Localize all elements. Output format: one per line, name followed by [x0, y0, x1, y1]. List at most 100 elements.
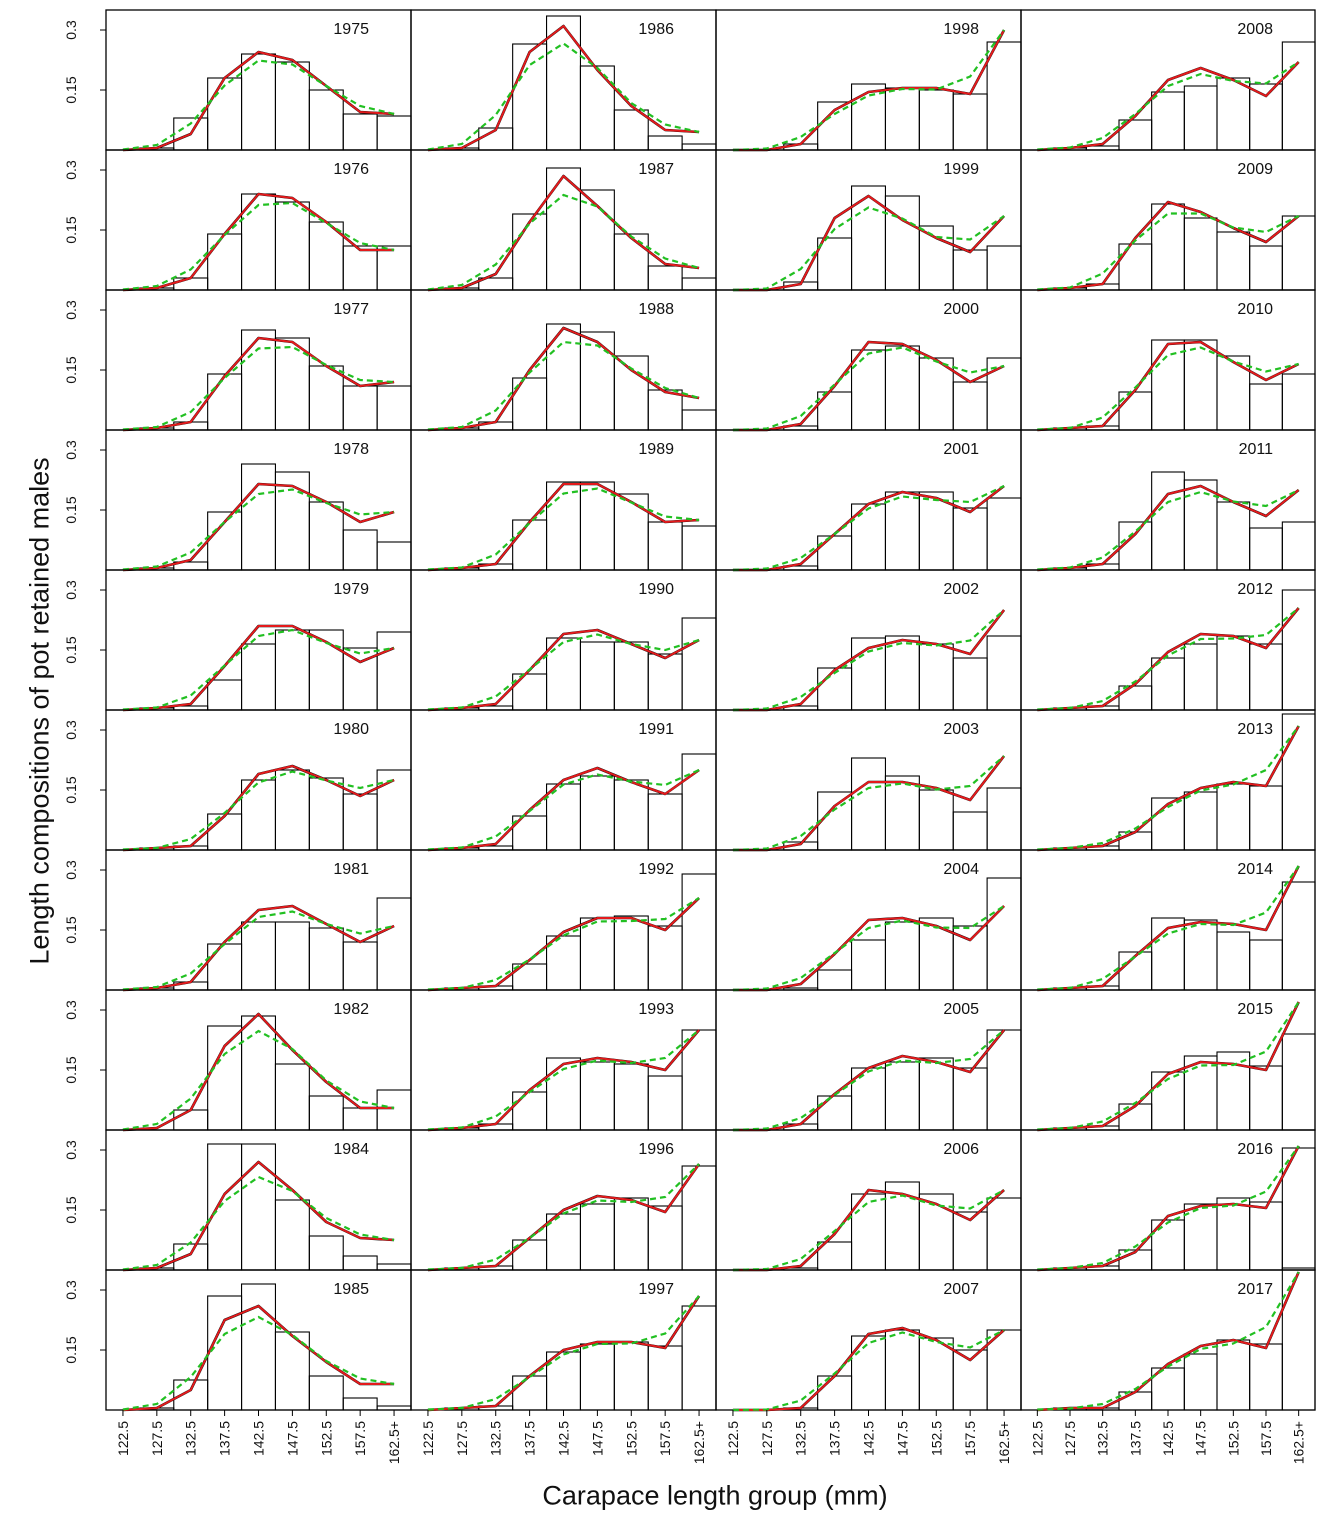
x-tick-label: 142.5: [1160, 1421, 1176, 1456]
fit-line-red: [427, 1163, 700, 1271]
panel-year-label: 1977: [333, 301, 369, 318]
panel-year-label: 1999: [943, 161, 979, 178]
panel-year-label: 2012: [1237, 581, 1273, 598]
fit-line-red: [732, 755, 1005, 851]
bar: [986, 245, 1022, 291]
panel-year-label: 2010: [1237, 301, 1273, 318]
bar: [1216, 501, 1251, 571]
bar: [884, 345, 920, 431]
bar: [918, 1057, 954, 1131]
fit-line-green-dashed: [427, 897, 700, 991]
fit-line-green-dashed: [427, 633, 700, 711]
fit-line-green-dashed: [122, 488, 395, 571]
bar: [647, 793, 683, 851]
panel-year-label: 2004: [943, 861, 979, 878]
bar: [376, 631, 412, 711]
fit-line-black: [732, 340, 1005, 432]
bar: [376, 1089, 412, 1131]
bar: [647, 389, 683, 431]
bar: [308, 501, 344, 571]
fit-line-black: [732, 755, 1006, 852]
bar: [1249, 527, 1283, 571]
x-tick-label: 152.5: [318, 1421, 334, 1456]
bar: [376, 1263, 412, 1271]
panel-year-label: 2009: [1237, 161, 1273, 178]
x-tick-label: 157.5: [962, 1421, 978, 1456]
bar: [376, 541, 412, 571]
bar: [1281, 373, 1316, 431]
bar: [1281, 589, 1316, 711]
bar: [342, 1255, 378, 1271]
panel-year-label: 1988: [638, 301, 674, 318]
bar: [647, 521, 683, 571]
bar: [207, 373, 243, 431]
x-tick-label: 137.5: [1127, 1421, 1143, 1456]
bar: [1249, 1343, 1283, 1411]
x-tick-label: 132.5: [793, 1421, 809, 1456]
bar: [952, 1067, 988, 1131]
fit-line-red: [427, 1295, 700, 1411]
bar: [613, 493, 649, 571]
x-tick-label: 157.5: [657, 1421, 673, 1456]
fit-line-black: [122, 764, 395, 852]
bar: [613, 1063, 649, 1131]
bar: [613, 355, 649, 431]
fit-line-black: [427, 482, 700, 572]
bar: [308, 89, 344, 151]
fit-line-green-dashed: [732, 755, 1005, 852]
fit-line-red: [732, 1189, 1005, 1271]
fit-line-red: [732, 1327, 1005, 1411]
panel-year-label: 2007: [943, 1281, 979, 1298]
fit-line-black: [427, 326, 700, 432]
panel-year-label: 1984: [333, 1141, 369, 1158]
fit-line-black: [427, 1295, 701, 1412]
x-tick-label: 137.5: [217, 1421, 233, 1456]
panel-year-label: 2008: [1237, 21, 1273, 38]
bar: [308, 777, 344, 851]
bar: [579, 481, 615, 571]
fit-line-black: [1037, 340, 1300, 432]
bar: [1151, 1071, 1185, 1131]
bar: [918, 89, 954, 151]
bar: [1249, 643, 1283, 711]
bar: [952, 381, 988, 431]
bar: [952, 507, 988, 571]
panel-year-label: 2013: [1237, 721, 1273, 738]
bar: [274, 1063, 310, 1131]
fit-line-black: [732, 609, 1006, 712]
fit-line-red: [427, 327, 700, 431]
fit-line-green-dashed: [427, 193, 700, 291]
fit-line-green-dashed: [427, 340, 700, 431]
panel-year-label: 2000: [943, 301, 979, 318]
bar: [1281, 713, 1316, 851]
bar: [241, 329, 276, 431]
panel-year-label: 1993: [638, 1001, 674, 1018]
fit-line-red: [1037, 61, 1300, 151]
fit-line-red: [732, 905, 1005, 991]
bar: [884, 1329, 920, 1411]
bar: [308, 1375, 344, 1411]
panel-year-label: 1982: [333, 1001, 369, 1018]
bar: [1183, 791, 1218, 851]
bar: [241, 1283, 276, 1411]
fit-line-red: [122, 625, 395, 711]
fit-line-black: [122, 624, 395, 712]
panel-year-label: 1991: [638, 721, 674, 738]
fit-line-black: [122, 336, 395, 432]
bar: [647, 653, 683, 711]
bar: [241, 921, 276, 991]
bar: [241, 463, 276, 571]
bar: [613, 779, 649, 851]
bar: [376, 897, 412, 991]
x-tick-label: 147.5: [894, 1421, 910, 1456]
bar: [1281, 521, 1316, 571]
bar: [986, 41, 1022, 151]
fit-line-red: [122, 51, 395, 151]
bar: [1183, 85, 1218, 151]
panel-year-label: 2014: [1237, 861, 1273, 878]
y-tick-label: 0.15: [63, 76, 79, 103]
fit-line-black: [732, 1188, 1005, 1272]
bar: [647, 1205, 683, 1271]
bar: [1216, 231, 1251, 291]
x-tick-label: 137.5: [522, 1421, 538, 1456]
